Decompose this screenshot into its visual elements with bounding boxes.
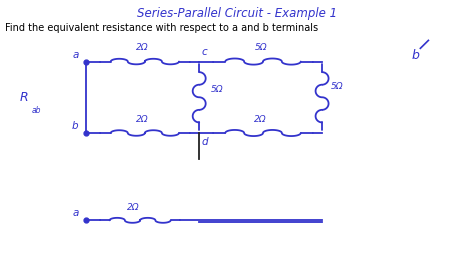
Text: b: b xyxy=(412,49,420,62)
Text: a: a xyxy=(73,208,79,218)
Text: ab: ab xyxy=(31,106,41,115)
Text: 2Ω: 2Ω xyxy=(255,115,267,124)
Text: b: b xyxy=(72,121,79,131)
Text: R: R xyxy=(19,91,28,104)
Text: 2Ω: 2Ω xyxy=(136,43,149,52)
Text: 5Ω: 5Ω xyxy=(211,85,224,94)
Text: 2Ω: 2Ω xyxy=(127,203,139,212)
Text: 5Ω: 5Ω xyxy=(255,43,267,52)
Text: a: a xyxy=(73,49,79,60)
Text: Series-Parallel Circuit - Example 1: Series-Parallel Circuit - Example 1 xyxy=(137,7,337,20)
Text: c: c xyxy=(201,47,207,57)
Text: Find the equivalent resistance with respect to a and b terminals: Find the equivalent resistance with resp… xyxy=(5,23,319,33)
Text: 2Ω: 2Ω xyxy=(136,115,149,124)
Text: 5Ω: 5Ω xyxy=(330,82,343,91)
Text: d: d xyxy=(201,137,208,147)
